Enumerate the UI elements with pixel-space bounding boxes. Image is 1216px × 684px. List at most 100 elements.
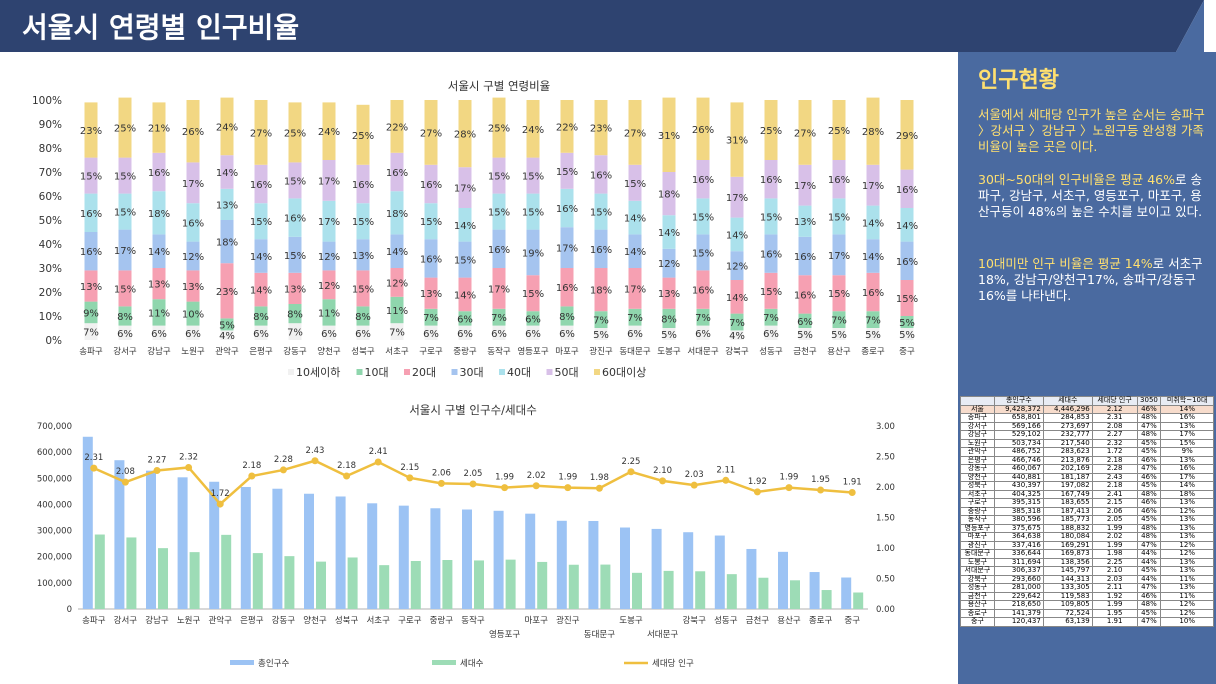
- data-label: 8%: [661, 314, 677, 325]
- table-cell: 2.10: [1091, 566, 1138, 576]
- bar-segment: [594, 155, 608, 194]
- bar-segment: [900, 328, 914, 340]
- data-label: 17%: [318, 217, 340, 228]
- bar-segment: [730, 102, 744, 177]
- household-bar: [726, 574, 737, 609]
- table-cell: 구로구: [960, 498, 995, 508]
- table-cell: 486,752: [993, 447, 1044, 457]
- table-cell: 48%: [1136, 600, 1162, 610]
- data-label: 14%: [454, 290, 476, 301]
- table-cell: 13%: [1160, 583, 1214, 593]
- bar-segment: [288, 198, 302, 237]
- y-tick-label: 400,000: [37, 500, 72, 510]
- data-label: 16%: [284, 214, 306, 225]
- table-cell: 46%: [1136, 498, 1162, 508]
- data-label: 17%: [862, 181, 884, 192]
- bar-segment: [696, 308, 710, 326]
- y-tick-label: 80%: [39, 143, 62, 155]
- data-label: 8%: [559, 312, 575, 323]
- data-label: 8%: [287, 310, 303, 321]
- chart-title: 서울시 구별 연령비율: [448, 79, 551, 93]
- data-label: 14%: [726, 293, 748, 304]
- data-label: 2.18: [337, 461, 356, 471]
- table-row: 동대문구 336,644 169,873 1.98 44% 12%: [960, 549, 1214, 559]
- bar-segment: [322, 270, 336, 300]
- data-label: 14%: [624, 214, 646, 225]
- table-cell: 45%: [1136, 447, 1162, 457]
- bar-segment: [356, 164, 370, 204]
- data-label: 16%: [488, 245, 510, 256]
- data-label: 15%: [284, 176, 306, 187]
- data-label: 14%: [896, 221, 918, 232]
- y-tick-label: 200,000: [37, 553, 72, 563]
- data-label: 14%: [386, 247, 408, 258]
- bar-segment: [662, 308, 676, 328]
- table-cell: 관악구: [960, 447, 995, 457]
- data-label: 6%: [253, 329, 269, 340]
- bar-segment: [492, 325, 506, 340]
- bar-segment: [186, 241, 200, 271]
- data-label: 12%: [386, 278, 408, 289]
- x-tick-label: 성북구: [351, 347, 375, 357]
- bar-segment: [764, 160, 778, 199]
- data-label: 2.15: [400, 463, 419, 473]
- bar-segment: [628, 325, 642, 340]
- bar-segment: [186, 325, 200, 340]
- bar-segment: [730, 251, 744, 280]
- per-household-point: [437, 479, 445, 487]
- data-label: 15%: [692, 248, 714, 259]
- bar-segment: [118, 97, 132, 158]
- bar-segment: [798, 328, 812, 340]
- bar-segment: [832, 275, 846, 312]
- table-cell: 1.99: [1091, 600, 1138, 610]
- bar-segment: [866, 272, 880, 312]
- table-header-cell: 미취학~10대: [1160, 396, 1214, 406]
- y-tick-label: 60%: [39, 191, 62, 203]
- bar-segment: [356, 104, 370, 165]
- table-row: 관악구 486,752 283,623 1.72 45% 9%: [960, 447, 1214, 457]
- population-bar: [462, 509, 472, 609]
- bar-segment: [764, 272, 778, 309]
- bar-segment: [764, 198, 778, 235]
- bar-segment: [390, 234, 404, 268]
- bar-segment: [424, 277, 438, 309]
- table-row: 노원구 503,734 217,540 2.32 45% 15%: [960, 438, 1214, 448]
- data-label: 15%: [80, 172, 102, 183]
- per-household-point: [279, 466, 287, 474]
- x-tick-label: 종로구: [809, 616, 833, 626]
- legend-swatch: [432, 660, 456, 665]
- table-cell: 48%: [1136, 532, 1162, 542]
- bar-segment: [220, 220, 234, 264]
- data-label: 2.05: [464, 469, 483, 479]
- data-label: 14%: [726, 230, 748, 241]
- table-row: 마포구 364,638 180,084 2.02 48% 13%: [960, 532, 1214, 542]
- data-label: 7%: [423, 313, 439, 324]
- bar-segment: [492, 157, 506, 194]
- data-label: 2.27: [148, 456, 167, 466]
- data-label: 16%: [828, 175, 850, 186]
- data-label: 17%: [828, 251, 850, 262]
- bar-segment: [186, 100, 200, 163]
- x-tick-label: 마포구: [524, 616, 548, 626]
- data-label: 16%: [692, 175, 714, 186]
- data-label: 2.08: [116, 467, 135, 477]
- bar-segment: [832, 160, 846, 199]
- data-label: 8%: [117, 312, 133, 323]
- household-bar: [316, 561, 326, 609]
- y-tick-label: 100%: [32, 95, 62, 107]
- table-row: 강동구 460,067 202,169 2.28 47% 16%: [960, 464, 1214, 474]
- legend-label: 10대: [365, 366, 389, 379]
- data-label: 16%: [352, 180, 374, 191]
- x-tick-label: 성북구: [335, 616, 359, 626]
- population-bar: [809, 572, 820, 609]
- table-cell: 47%: [1136, 617, 1162, 627]
- bar-segment: [730, 280, 744, 314]
- population-bar: [525, 513, 536, 609]
- table-cell: 용산구: [960, 600, 995, 610]
- legend-swatch: [499, 369, 505, 375]
- per-household-point: [817, 486, 825, 494]
- table-cell: 2.31: [1091, 413, 1138, 423]
- table-cell: 13%: [1160, 532, 1214, 542]
- x-tick-label: 노원구: [181, 347, 205, 357]
- bar-segment: [288, 323, 302, 340]
